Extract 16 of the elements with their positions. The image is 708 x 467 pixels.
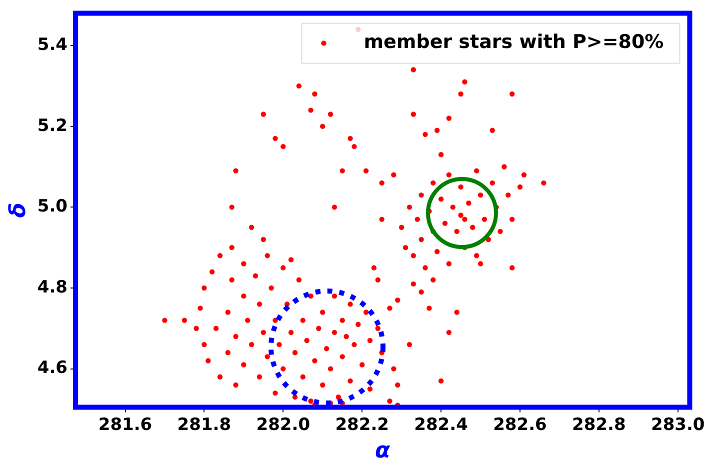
x-tick-label: 281.8: [177, 414, 232, 435]
y-tick-label: 5.2: [37, 116, 68, 136]
x-tick-label: 283.0: [650, 414, 705, 435]
legend-label: member stars with P>=80%: [364, 31, 664, 54]
x-tick-label: 282.6: [493, 414, 547, 435]
y-tick-label: 4.8: [37, 277, 68, 298]
x-axis-title: α: [375, 438, 392, 464]
y-tick-label: 5.4: [37, 34, 68, 55]
x-tick-label: 282.4: [414, 414, 468, 435]
x-tick-label: 281.6: [98, 414, 152, 435]
x-tick-label: 282.8: [572, 414, 626, 435]
y-tick-label: 5.0: [37, 196, 68, 217]
y-tick-label: 4.6: [37, 358, 68, 378]
x-tick-label: 282.2: [335, 414, 389, 435]
x-tick-label: 282.0: [256, 414, 310, 435]
y-axis-title: δ: [6, 202, 31, 218]
